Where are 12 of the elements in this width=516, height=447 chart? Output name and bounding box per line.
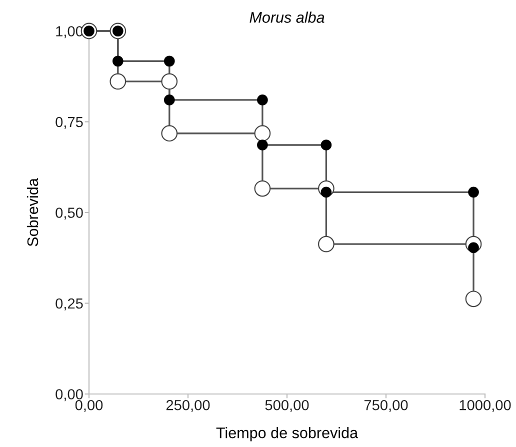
y-axis-title: Sobrevida (26, 178, 38, 246)
chart-title: Morus alba (250, 12, 324, 23)
y-tick-label: 0,50 (56, 208, 83, 220)
y-tick-label: 0,00 (56, 389, 83, 402)
x-tick-label: 1000,00 (460, 400, 511, 412)
y-tick-label: 0,75 (56, 116, 83, 129)
x-axis-title: Tiempo de sobrevida (216, 427, 358, 442)
x-tick-label: 0,00 (75, 400, 103, 412)
x-tick-label: 750,00 (364, 400, 408, 412)
x-tick-label: 250,00 (166, 400, 210, 412)
x-tick-label: 500,00 (265, 400, 309, 412)
y-tick-label: 0,25 (56, 298, 83, 310)
